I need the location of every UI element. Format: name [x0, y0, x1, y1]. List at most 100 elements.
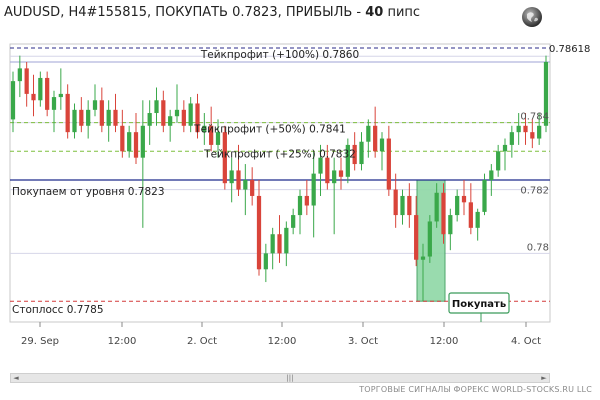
candle-body [99, 100, 104, 126]
x-tick-label: 29. Sep [21, 336, 59, 347]
candle-body [482, 180, 487, 212]
candle-body [202, 125, 207, 133]
x-tick-label: 2. Oct [187, 336, 217, 347]
candle-body [475, 211, 480, 228]
scroll-right-icon[interactable]: ► [541, 374, 547, 382]
candle-body [161, 100, 166, 126]
buy-signal-text: Покупать [452, 299, 506, 310]
candle-body [222, 132, 227, 184]
horizontal-scrollbar[interactable]: ◄ ||| ► [10, 373, 550, 383]
candle-body [291, 215, 296, 228]
candle-body [455, 195, 460, 216]
title-suffix: пипс [383, 5, 421, 20]
candle-body [24, 68, 29, 94]
candle-body [72, 109, 77, 133]
candle-body [318, 157, 323, 174]
y-axis-label: 0.784 [520, 112, 549, 123]
x-tick-label: 12:00 [430, 336, 459, 347]
candle-body [373, 125, 378, 152]
candle-body [133, 132, 139, 158]
candle-body [530, 132, 535, 139]
candle-body [537, 125, 542, 139]
candle-body [45, 77, 50, 110]
x-tick-label: 12:00 [268, 336, 297, 347]
candle-body [386, 138, 391, 190]
candle-body [461, 195, 467, 203]
candle-body [10, 81, 16, 120]
candle-body [393, 189, 398, 216]
y-axis-label: 0.782 [520, 186, 549, 197]
candle-body [236, 170, 241, 190]
candle-body [468, 202, 473, 228]
candle-body [332, 170, 337, 184]
candle-body [58, 93, 63, 98]
scroll-left-icon[interactable]: ◄ [13, 374, 19, 382]
level-label: Тейкпрофит (+100%) 0.7860 [200, 49, 359, 61]
candle-body [420, 256, 426, 260]
candle-body [366, 125, 371, 142]
candle-body [509, 132, 514, 145]
candle-body [113, 109, 118, 126]
candle-body [448, 215, 453, 235]
plot-area [9, 43, 551, 323]
candle-body [243, 180, 248, 190]
candle-body [414, 215, 419, 260]
candle-body [489, 170, 494, 180]
buy-signal-label: Покупать [448, 292, 510, 322]
candle-body [181, 109, 186, 126]
candle-body [352, 144, 357, 165]
page-title: AUDUSD, H4#155815, ПОКУПАТЬ 0.7823, ПРИБ… [4, 5, 420, 20]
candle-body [407, 195, 412, 216]
candle-body [543, 62, 549, 126]
y-axis-label: 0.78 [527, 242, 549, 253]
x-tick-label: 12:00 [108, 336, 137, 347]
candle-body [174, 109, 180, 117]
title-main: AUDUSD, H4#155815, ПОКУПАТЬ 0.7823, ПРИБ… [4, 5, 366, 20]
candle-body [311, 173, 316, 206]
candle-body [338, 170, 344, 177]
candle-body [229, 170, 234, 184]
candle-body [277, 234, 282, 254]
candle-body [106, 109, 111, 126]
candle-body [168, 116, 173, 126]
candle-body [17, 68, 22, 82]
title-profit-value: 40 [365, 5, 384, 20]
candle-body [284, 227, 289, 254]
candle-body [38, 77, 43, 101]
candle-body [427, 221, 432, 257]
scroll-thumb[interactable]: ||| [286, 374, 294, 382]
candle-body [379, 138, 385, 152]
candle-body [434, 192, 439, 222]
candle-body [516, 125, 521, 133]
footer-credit: ТОРГОВЫЕ СИГНАЛЫ ФОРЕКС WORLD-STOCKS.RU … [359, 385, 592, 394]
level-label: Покупаем от уровня 0.7823 [12, 186, 165, 198]
candle-body [345, 144, 350, 177]
candle-body [256, 195, 262, 270]
candle-body [250, 180, 255, 196]
candle-body [523, 125, 528, 133]
candle-body [79, 109, 84, 126]
level-label: Тейкпрофит (+50%) 0.7841 [193, 124, 346, 136]
candle-body [359, 141, 364, 165]
candle-body [304, 195, 309, 206]
level-label: Стоплосс 0.7785 [12, 304, 104, 316]
candle-body [154, 100, 159, 114]
x-tick-label: 4. Oct [511, 336, 541, 347]
candle-body [496, 151, 501, 171]
globe-icon[interactable] [521, 6, 543, 28]
x-tick-label: 3. Oct [348, 336, 378, 347]
candle-body [325, 157, 330, 184]
candle-body [147, 113, 152, 126]
candle-body [65, 93, 70, 133]
y-axis-label: 0.78618 [549, 44, 590, 55]
candle-body [86, 109, 91, 126]
candle-body [441, 192, 446, 235]
candle-body [297, 195, 303, 216]
level-label: Тейкпрофит (+25%) 0.7832 [203, 148, 356, 160]
candle-body [51, 97, 57, 110]
candle-body [215, 132, 221, 145]
candle-body [92, 100, 98, 110]
candle-body [502, 144, 508, 152]
candle-body [120, 125, 125, 152]
